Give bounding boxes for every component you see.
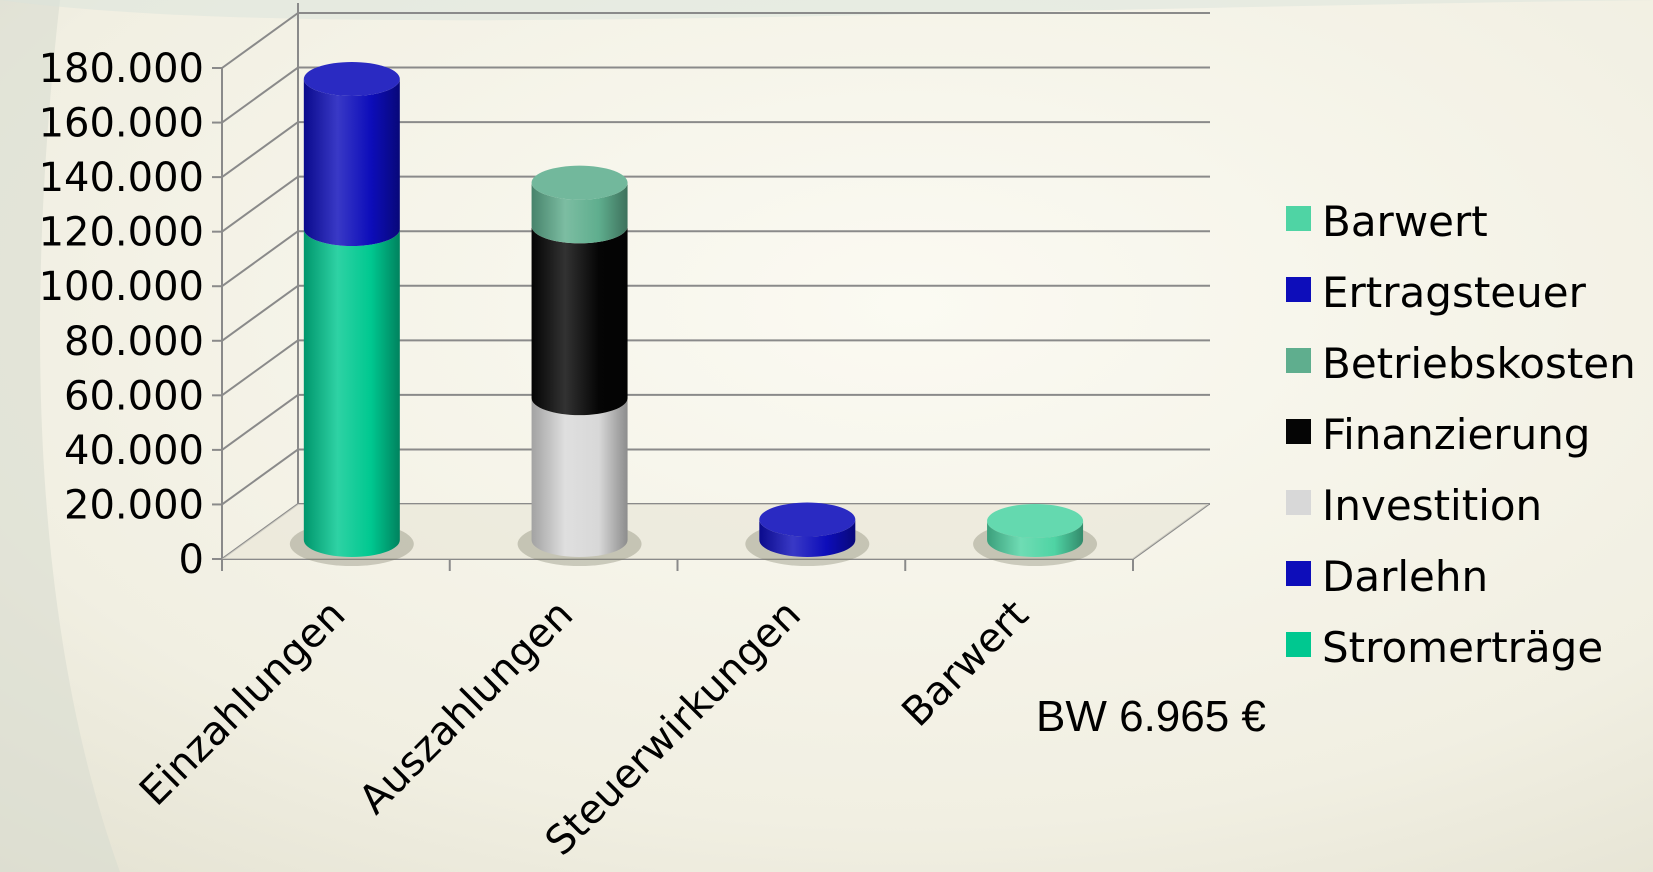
y-tick-label: 60.000 xyxy=(64,373,204,419)
barwert-annotation: BW 6.965 € xyxy=(1036,692,1266,741)
legend-swatch xyxy=(1286,277,1311,302)
legend-swatch xyxy=(1286,632,1311,657)
y-tick-label: 140.000 xyxy=(39,155,204,201)
bar-top-cap xyxy=(303,62,400,97)
gridline-side xyxy=(221,175,299,233)
gridline-side xyxy=(221,230,299,288)
legend-entry-label: Betriebskosten xyxy=(1322,339,1636,388)
legend-swatch xyxy=(1286,490,1311,515)
bar-segment xyxy=(303,229,400,558)
gridline-side xyxy=(221,121,299,178)
legend-entry-label: Investition xyxy=(1322,481,1542,530)
legend-entry-label: Stromerträge xyxy=(1322,623,1603,672)
gridline-side xyxy=(221,12,299,69)
background-swoosh xyxy=(0,0,120,872)
y-tick-label: 120.000 xyxy=(39,210,204,256)
y-tick-label: 20.000 xyxy=(64,482,204,528)
bar-segment xyxy=(303,79,400,247)
legend-swatch xyxy=(1286,561,1311,586)
legend: Barwert Ertragsteuer Betriebskosten Finanzi… xyxy=(1286,197,1636,672)
bar-segment xyxy=(531,226,628,416)
bar-segment xyxy=(531,182,628,244)
legend-swatch xyxy=(1286,206,1311,231)
y-tick-label: 180.000 xyxy=(39,46,204,92)
bar-top-cap xyxy=(759,502,856,537)
y-tick-label: 0 xyxy=(179,537,204,583)
legend-entry-label: Finanzierung xyxy=(1322,410,1590,459)
background-top-swoosh xyxy=(0,0,1653,21)
gridline-side xyxy=(221,66,299,124)
y-tick-label: 40.000 xyxy=(64,428,204,474)
y-tick-label: 160.000 xyxy=(39,101,204,147)
bar-top-cap xyxy=(531,165,628,200)
y-tick-label: 80.000 xyxy=(64,319,204,365)
bar-segment xyxy=(987,521,1084,557)
gridline-side xyxy=(221,448,299,506)
gridlines xyxy=(221,3,1210,560)
y-tick-label: 100.000 xyxy=(39,264,204,310)
gridline-side xyxy=(221,394,299,451)
gridline-side xyxy=(221,284,299,342)
floor-plane xyxy=(222,504,1209,559)
legend-entry-label: Ertragsteuer xyxy=(1322,268,1587,317)
gridline-side xyxy=(221,339,299,397)
legend-swatch xyxy=(1286,348,1311,373)
bars xyxy=(289,62,1098,566)
legend-swatch xyxy=(1286,419,1311,444)
bar-top-cap xyxy=(987,504,1084,539)
legend-entry-label: Darlehn xyxy=(1322,552,1488,601)
bar-segment xyxy=(531,398,628,557)
bar-segment xyxy=(759,519,856,557)
annotation-layer: BW 6.965 € xyxy=(1036,692,1266,741)
legend-entry-label: Barwert xyxy=(1322,197,1488,246)
